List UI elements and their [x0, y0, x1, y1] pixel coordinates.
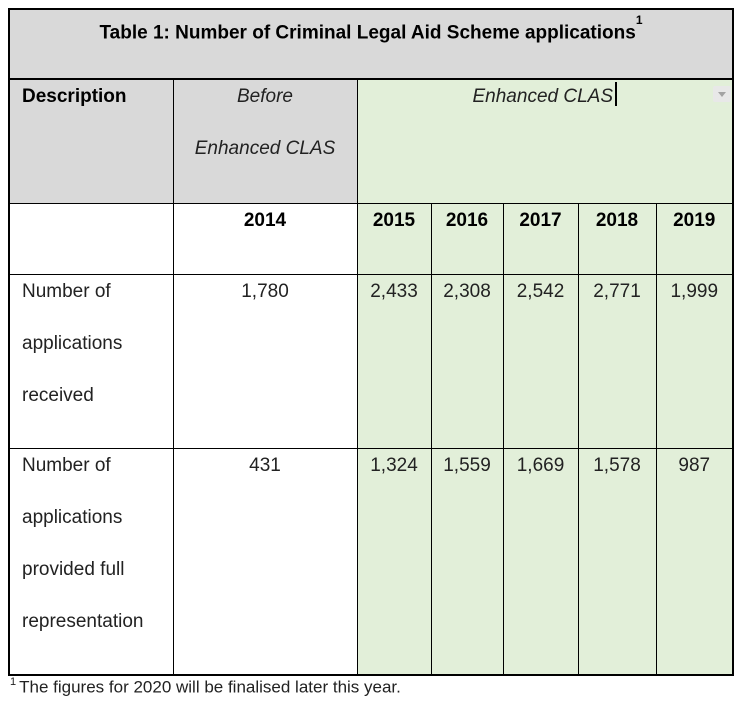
- table-title: Table 1: Number of Criminal Legal Aid Sc…: [99, 13, 643, 44]
- table-footnote: 1 The figures for 2020 will be finalised …: [10, 676, 401, 698]
- description-header-label: Description: [22, 86, 127, 107]
- cell-value: 1,669: [516, 454, 565, 476]
- row-label: Number of applications received: [22, 280, 123, 406]
- year-label: 2018: [595, 209, 639, 231]
- dropdown-button[interactable]: [713, 86, 732, 102]
- year-2017-cell[interactable]: 2017: [502, 202, 579, 275]
- before-clas-header-label: Before Enhanced CLAS: [194, 86, 336, 159]
- description-header-cell[interactable]: Description: [8, 78, 174, 204]
- enhanced-clas-header-label: Enhanced CLAS: [358, 71, 733, 123]
- year-label: 2016: [445, 209, 489, 231]
- row-label: Number of applications provided full rep…: [22, 454, 144, 632]
- criminal-legal-aid-table: Table 1: Number of Criminal Legal Aid Sc…: [8, 8, 735, 676]
- cell-value: 1,559: [443, 454, 491, 476]
- row-received-label-cell[interactable]: Number of applications received: [8, 273, 174, 449]
- year-2014-cell[interactable]: 2014: [172, 202, 358, 275]
- cell-value: 1,324: [370, 454, 418, 476]
- year-row-blank-cell[interactable]: [8, 202, 174, 275]
- row-representation-2014-cell[interactable]: 431: [172, 447, 358, 676]
- row-representation-2015-cell[interactable]: 1,324: [356, 447, 432, 676]
- title-footnote-marker: 1: [635, 13, 643, 27]
- footnote-text: The figures for 2020 will be finalised l…: [19, 677, 401, 697]
- row-received-2015-cell[interactable]: 2,433: [356, 273, 432, 449]
- chevron-down-icon: [718, 91, 727, 97]
- year-label: 2015: [372, 209, 416, 231]
- row-received-2014-cell[interactable]: 1,780: [172, 273, 358, 449]
- row-representation-label-cell[interactable]: Number of applications provided full rep…: [8, 447, 174, 676]
- cell-value: 1,578: [593, 454, 641, 476]
- cell-value: 987: [678, 454, 711, 476]
- cell-value: 2,542: [516, 280, 565, 302]
- year-label: 2019: [673, 209, 716, 231]
- year-2015-cell[interactable]: 2015: [356, 202, 432, 275]
- cell-value: 2,433: [370, 280, 418, 302]
- enhanced-clas-header-cell[interactable]: Enhanced CLAS: [356, 78, 734, 204]
- table-title-cell[interactable]: Table 1: Number of Criminal Legal Aid Sc…: [8, 8, 734, 80]
- row-received-2016-cell[interactable]: 2,308: [430, 273, 504, 449]
- row-representation-2016-cell[interactable]: 1,559: [430, 447, 504, 676]
- year-2016-cell[interactable]: 2016: [430, 202, 504, 275]
- cell-value: 2,308: [443, 280, 491, 302]
- before-clas-header-cell[interactable]: Before Enhanced CLAS: [172, 78, 358, 204]
- year-2018-cell[interactable]: 2018: [577, 202, 657, 275]
- cell-value: 1,999: [670, 280, 719, 302]
- cell-value: 2,771: [593, 280, 641, 302]
- cell-value: 1,780: [241, 280, 289, 302]
- row-representation-2018-cell[interactable]: 1,578: [577, 447, 657, 676]
- year-label: 2014: [243, 209, 287, 231]
- text-cursor: [615, 82, 617, 106]
- cell-value: 431: [249, 454, 281, 476]
- year-label: 2017: [519, 209, 562, 231]
- row-representation-2019-cell[interactable]: 987: [655, 447, 734, 676]
- row-received-2017-cell[interactable]: 2,542: [502, 273, 579, 449]
- row-representation-2017-cell[interactable]: 1,669: [502, 447, 579, 676]
- row-received-2018-cell[interactable]: 2,771: [577, 273, 657, 449]
- footnote-marker: 1: [10, 676, 17, 688]
- row-received-2019-cell[interactable]: 1,999: [655, 273, 734, 449]
- year-2019-cell[interactable]: 2019: [655, 202, 734, 275]
